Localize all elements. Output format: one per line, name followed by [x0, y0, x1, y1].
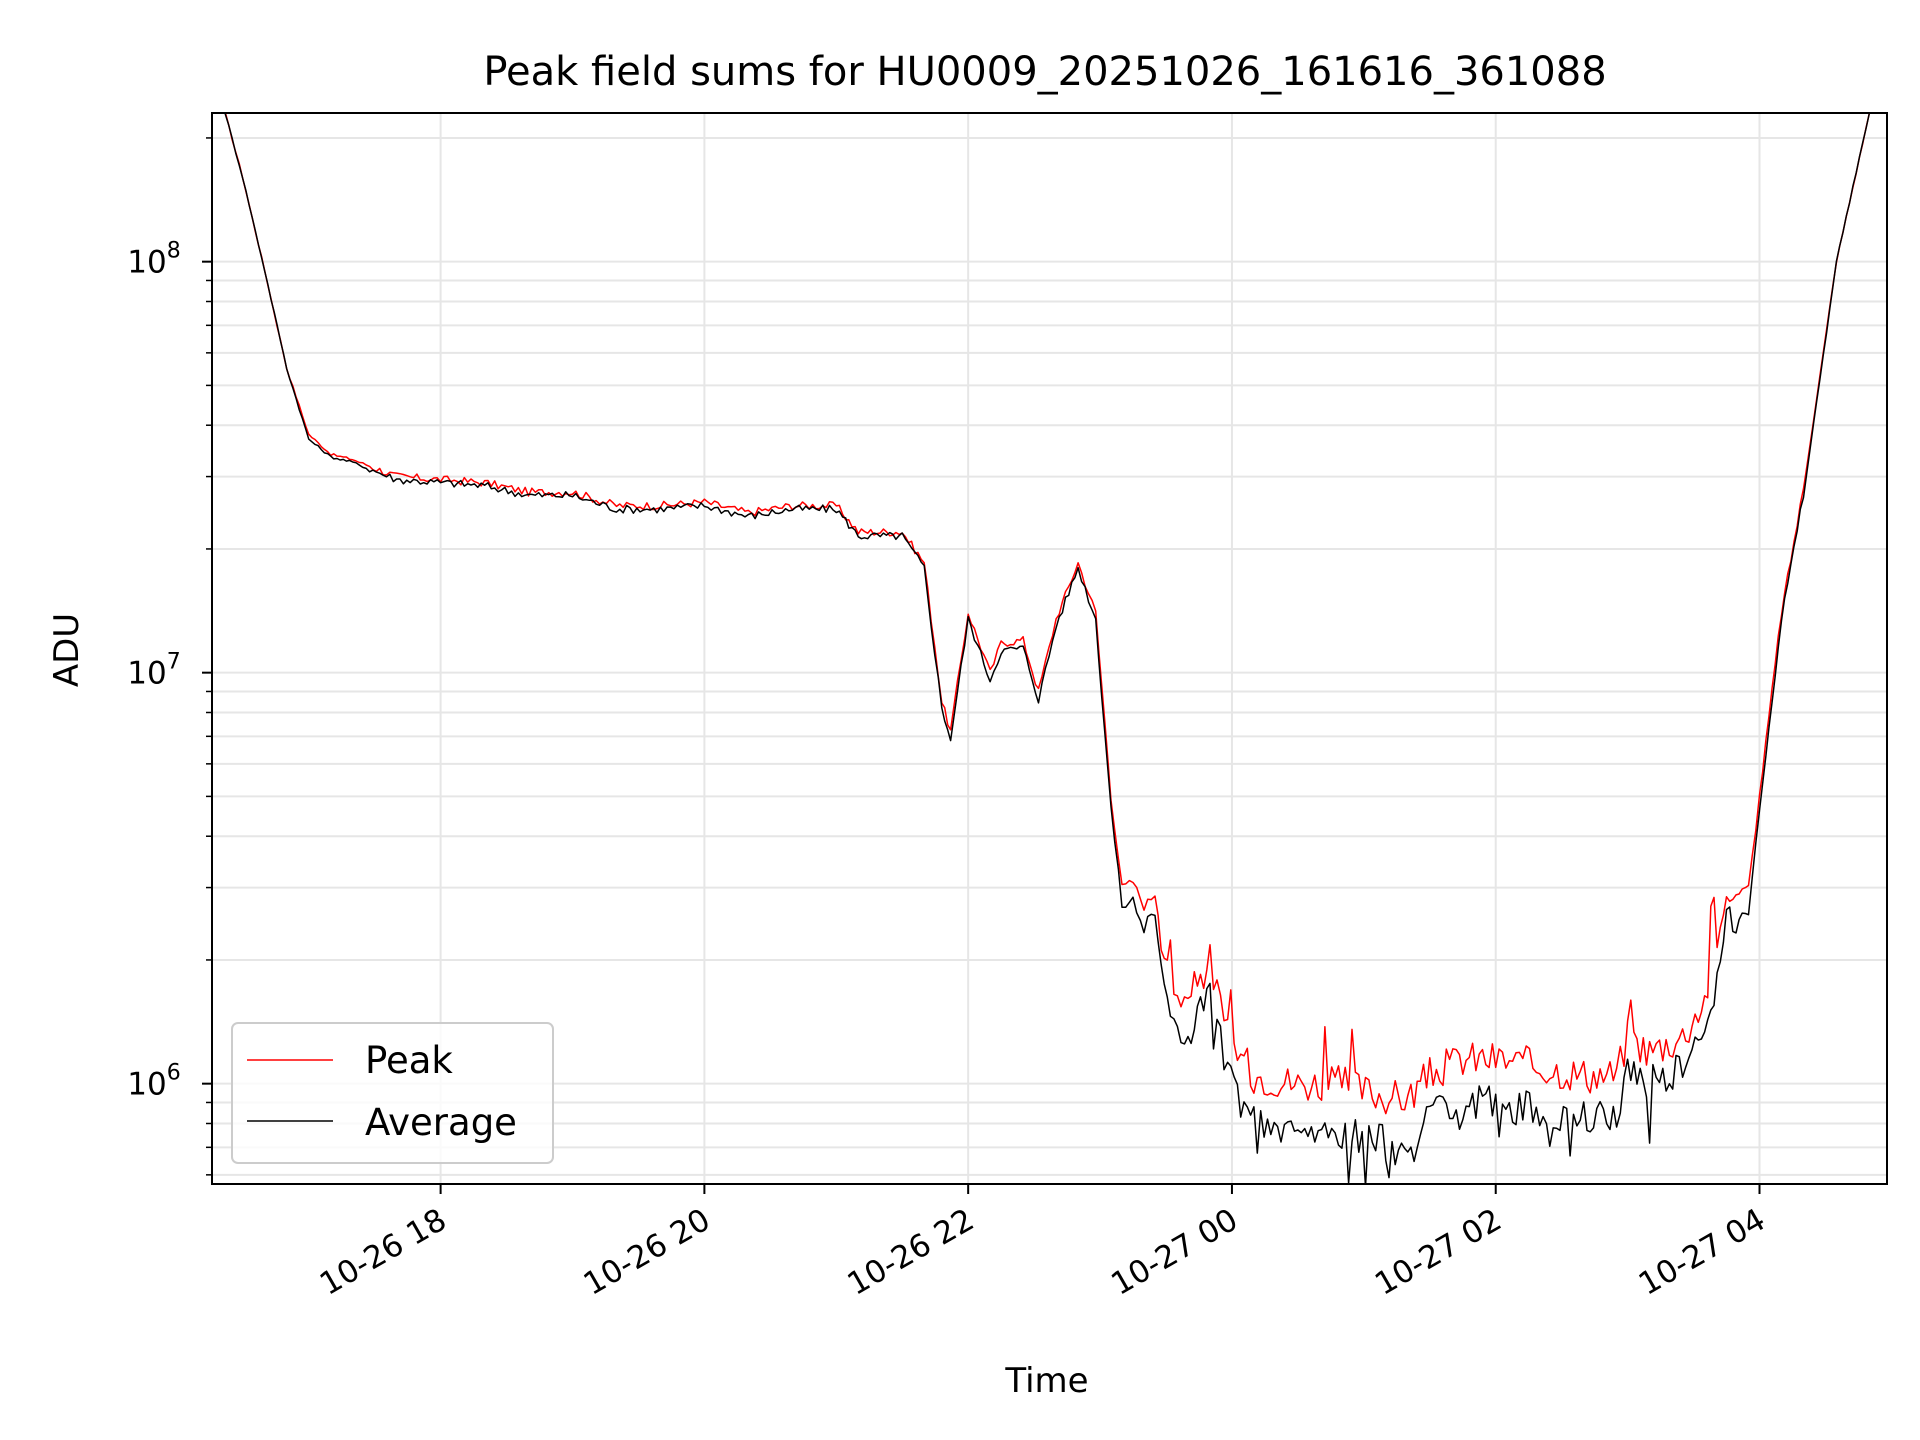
series-lines	[224, 113, 1871, 1184]
x-axis-title: Time	[1004, 1361, 1088, 1401]
legend-label-peak: Peak	[365, 1039, 453, 1082]
legend-box	[231, 1022, 554, 1164]
series-line-peak	[224, 113, 1871, 1115]
axis-ticks	[202, 137, 1761, 1194]
chart-title: Peak field sums for HU0009_20251026_1616…	[483, 49, 1606, 95]
y-tick-label: 106	[127, 1061, 180, 1103]
y-tick-label: 108	[127, 239, 180, 281]
legend: Peak Average	[231, 1022, 554, 1164]
plot-frame	[211, 112, 1888, 1185]
series-line-average	[224, 113, 1871, 1184]
y-tick-label: 107	[127, 650, 180, 692]
y-tick-labels: 106 107 108	[127, 239, 180, 1103]
y-axis-title: ADU	[47, 613, 87, 687]
legend-label-average: Average	[365, 1101, 517, 1144]
